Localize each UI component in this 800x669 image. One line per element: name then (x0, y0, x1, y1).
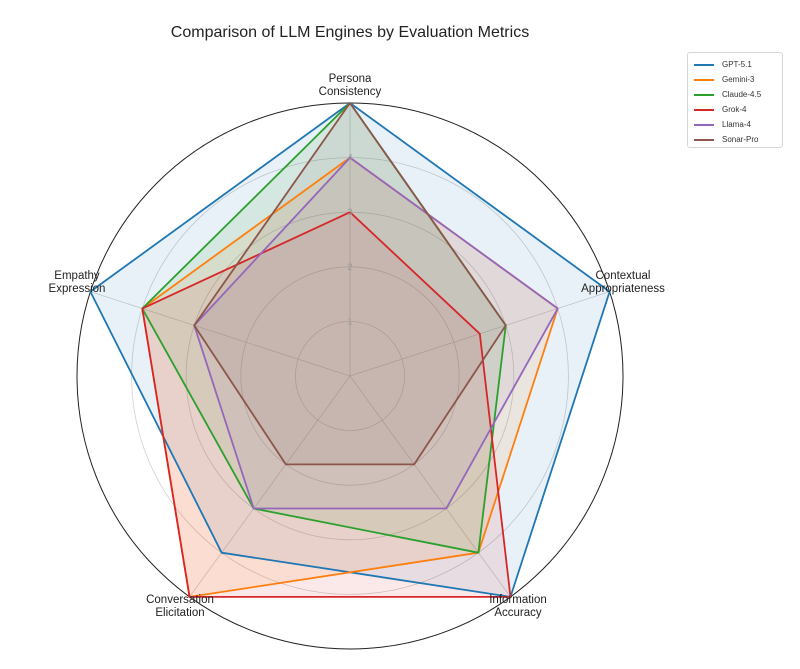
axis-label: Empathy Expression (49, 270, 106, 295)
radial-tick-label: 3 (347, 207, 352, 217)
tick-labels: 1 2 3 4 (347, 153, 352, 327)
legend-item-claude-4-5: Claude-4.5 (688, 87, 782, 102)
axis-labels: Persona Consistency Contextual Appropriaten… (49, 73, 666, 619)
legend-label: GPT-5.1 (722, 60, 752, 69)
radial-tick-label: 1 (347, 316, 352, 326)
legend-swatch (694, 93, 714, 96)
series-fill-sonar-pro (194, 103, 506, 465)
legend-swatch (694, 108, 714, 111)
series-line-llama-4 (193, 156, 559, 510)
series-fill-claude-4-5 (142, 103, 506, 553)
legend-item-llama-4: Llama-4 (688, 117, 782, 132)
series-layer (89, 102, 611, 598)
radial-tick-label: 2 (347, 262, 352, 272)
legend-label: Grok-4 (722, 105, 747, 114)
axis-label: Persona Consistency (319, 73, 382, 98)
series-fill-gpt-5-1 (90, 103, 610, 597)
legend-swatch (694, 138, 714, 141)
series-line-sonar-pro (193, 102, 507, 466)
series-line-gpt-5-1 (89, 102, 611, 598)
chart-title: Comparison of LLM Engines by Evaluation … (170, 24, 530, 41)
axis-label: Contextual Appropriateness (581, 270, 665, 295)
legend-item-gemini-3: Gemini-3 (688, 72, 782, 87)
axis-spoke (189, 375, 351, 598)
legend: GPT-5.1 Gemini-3 Claude-4.5 Grok-4 Llama-4 So… (687, 52, 783, 148)
legend-label: Sonar-Pro (722, 135, 759, 144)
legend-item-sonar-pro: Sonar-Pro (688, 132, 782, 147)
series-fill-grok-4 (142, 212, 511, 597)
legend-swatch (694, 123, 714, 126)
series-line-grok-4 (141, 211, 512, 598)
legend-label: Gemini-3 (722, 75, 755, 84)
legend-swatch (694, 78, 714, 81)
axis-label: Information Accuracy (489, 594, 547, 619)
legend-label: Llama-4 (722, 120, 751, 129)
axis-label: Conversation Elicitation (146, 594, 214, 619)
legend-label: Claude-4.5 (722, 90, 762, 99)
legend-swatch (694, 63, 714, 66)
axis-spoke (349, 375, 511, 598)
series-fill-llama-4 (194, 157, 558, 509)
radial-tick-label: 4 (347, 153, 352, 163)
legend-item-grok-4: Grok-4 (688, 102, 782, 117)
axis-spoke (90, 291, 351, 377)
legend-item-gpt-5-1: GPT-5.1 (688, 57, 782, 72)
